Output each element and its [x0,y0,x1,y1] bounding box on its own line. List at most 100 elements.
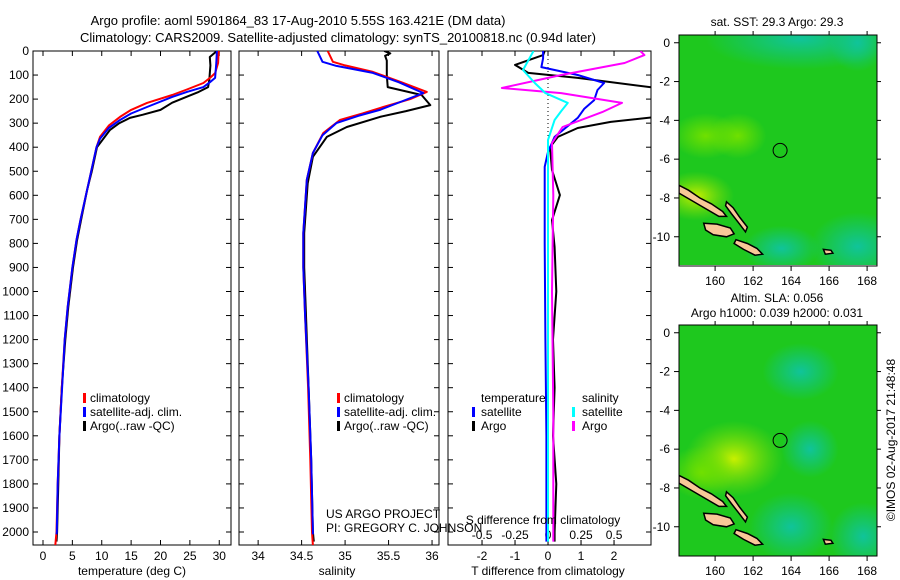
float-position-marker [772,142,788,158]
s-difference-tick-label: -0.25 [501,528,529,542]
island-landmass [702,512,736,528]
figure-title-line2: Climatology: CARS2009. Satellite-adjuste… [80,30,596,45]
s-difference-tick-label: -0.5 [472,528,493,542]
legend-salinity-heading: salinity [582,391,619,405]
depth-tick-label: 500 [9,164,29,178]
series-satellite-adj-clim-line [55,51,218,535]
t-difference-tick-label: -2 [477,549,488,563]
map-frame [678,324,878,557]
island-landmass [679,184,729,218]
legend-argo: Argo(..raw -QC) [344,419,429,433]
depth-tick-label: 1800 [2,477,29,491]
legend-swatch-satellite [83,407,86,417]
depth-tick-label: 200 [9,92,29,106]
map-anomaly-patch [781,420,839,478]
lat-tick-label: 0 [663,326,670,340]
salinity-legend: climatology satellite-adj. clim. Argo(..… [337,391,436,433]
series-climatology-line [302,51,428,545]
island-landmass [822,538,835,546]
s-difference-axis-label: S difference from climatology [466,513,621,527]
lat-tick-label: -6 [659,152,670,166]
salinity-tick-label: 35 [338,549,352,563]
sst-map: 160 162 164 166 168 0 -2 -4 -6 -8 -10 [653,31,881,288]
lat-tick-label: -8 [659,191,670,205]
legend-swatch-climatology [83,393,86,403]
island-landmass [733,238,765,256]
lon-tick-label: 166 [819,274,839,288]
legend-satellite-adj: satellite-adj. clim. [90,405,182,419]
lon-tick-label: 168 [857,564,877,578]
lon-tick-label: 166 [819,564,839,578]
map-anomaly-patch [829,35,877,72]
salinity-tick-label: 34 [251,549,265,563]
series-salinity-satellite-line [522,51,569,542]
island-landmass [724,490,749,524]
legend-climatology: climatology [344,391,404,405]
temperature-panel [32,50,232,546]
legend-swatch-s-argo [572,421,575,431]
sst-map-title: sat. SST: 29.3 Argo: 29.3 [711,15,844,29]
series-argo-raw-qc-line [55,51,218,542]
depth-tick-label: 1700 [2,453,29,467]
lat-tick-label: -8 [659,481,670,495]
legend-swatch-argo [83,421,86,431]
series-temperature-satellite-line [540,51,606,542]
map-anomaly-patch [762,343,839,401]
depth-tick-label: 1600 [2,429,29,443]
temperature-axis-label: temperature (deg C) [78,564,186,578]
lon-tick-label: 164 [781,274,801,288]
temperature-tick-label: 15 [124,549,138,563]
lon-tick-label: 164 [781,564,801,578]
series-salinity-argo-line [500,51,646,542]
map-anomaly-patch [743,225,820,265]
salinity-panel [238,50,440,546]
legend-climatology: climatology [90,391,150,405]
lat-tick-label: -4 [659,113,670,127]
sla-map: 160 162 164 166 168 0 -2 -4 -6 -8 -10 [653,321,881,578]
depth-tick-label: 1400 [2,381,29,395]
lon-tick-label: 162 [743,564,763,578]
project-credit: US ARGO PROJECT [326,507,441,521]
legend-swatch-s-satellite [572,407,575,417]
legend-t-argo: Argo [481,419,507,433]
t-difference-tick-label: 0 [545,549,552,563]
series-temperature-argo-line [514,51,651,542]
island-landmass [822,248,835,256]
island-landmass [702,222,736,238]
map-anomaly-patch [679,171,735,221]
lat-tick-label: -2 [659,365,670,379]
legend-swatch-t-satellite [472,407,475,417]
lon-tick-label: 162 [743,274,763,288]
lat-tick-label: -10 [653,230,671,244]
depth-tick-label: 600 [9,188,29,202]
t-difference-axis-label: T difference from climatology [471,564,625,578]
s-difference-tick-label: 0.5 [606,528,623,542]
sla-map-title-line2: Argo h1000: 0.039 h2000: 0.031 [691,306,863,320]
t-difference-tick-label: -1 [510,549,521,563]
lon-tick-label: 160 [705,274,725,288]
lat-tick-label: 0 [663,36,670,50]
temperature-tick-label: 5 [69,549,76,563]
temperature-tick-label: 30 [213,549,227,563]
t-difference-tick-label: 1 [578,549,585,563]
temperature-tick-label: 20 [154,549,168,563]
map-anomaly-patch [829,502,877,556]
depth-tick-label: 1300 [2,357,29,371]
depth-tick-label: 1000 [2,285,29,299]
map-field [679,325,877,556]
series-climatology-line [54,51,220,545]
island-landmass [724,200,749,234]
series-argo-raw-qc-line [303,51,432,542]
salinity-tick-label: 36 [425,549,439,563]
depth-tick-label: 1100 [3,309,29,323]
depth-tick-label: 0 [22,44,29,58]
difference-legend: temperature satellite Argo salinity sate… [472,391,623,433]
map-anomaly-patch [709,113,767,159]
legend-temperature-heading: temperature [481,391,546,405]
salinity-tick-label: 35.5 [377,549,401,563]
depth-tick-label: 300 [9,116,29,130]
pi-credit: PI: GREGORY C. JOHNSON [326,521,482,535]
depth-tick-label: 1200 [2,333,29,347]
figure-title-line1: Argo profile: aoml 5901864_83 17-Aug-201… [91,13,506,28]
